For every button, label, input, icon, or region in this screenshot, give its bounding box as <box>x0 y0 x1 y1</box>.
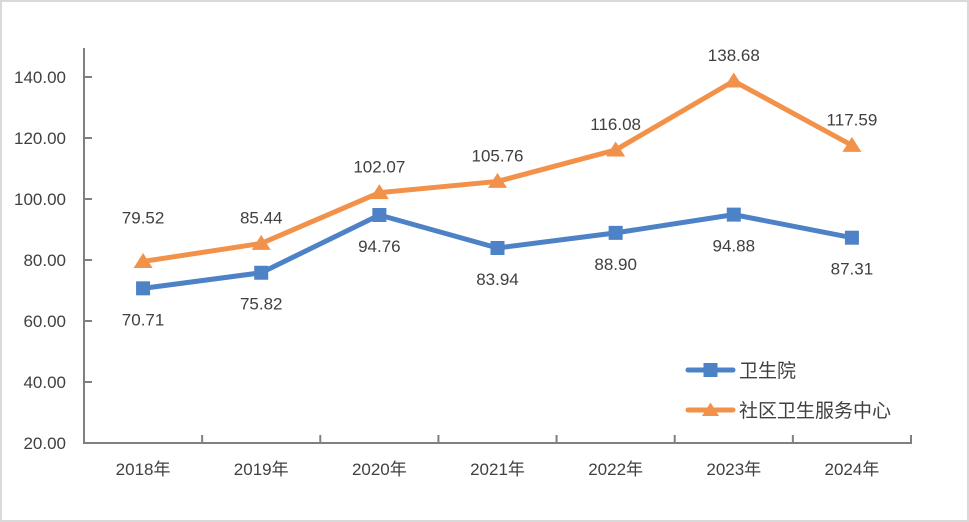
y-axis-tick-label: 100.00 <box>14 190 66 209</box>
series-1-marker <box>842 136 862 152</box>
legend-key-marker <box>702 402 719 416</box>
series-0-marker <box>726 207 741 222</box>
series-1-data-label: 85.44 <box>240 208 283 227</box>
y-axis-tick-label: 80.00 <box>23 251 66 270</box>
series-1-marker <box>251 234 271 250</box>
y-axis-tick-label: 120.00 <box>14 129 66 148</box>
series-1-data-label: 105.76 <box>472 146 524 165</box>
series-1-data-label: 102.07 <box>353 158 405 177</box>
series-1-data-label: 138.68 <box>708 46 760 65</box>
x-axis-label: 2024年 <box>825 460 880 479</box>
series-0-data-label: 70.71 <box>122 310 165 329</box>
series-1-marker <box>606 141 626 157</box>
series-0-marker <box>608 225 623 240</box>
y-axis-tick-label: 40.00 <box>23 373 66 392</box>
series-0-data-label: 75.82 <box>240 295 283 314</box>
x-axis-label: 2020年 <box>352 460 407 479</box>
series-1-data-label: 79.52 <box>122 208 165 227</box>
legend-item-label: 社区卫生服务中心 <box>739 400 891 422</box>
x-axis-label: 2019年 <box>234 460 289 479</box>
x-axis-label: 2022年 <box>588 460 643 479</box>
series-0-data-label: 94.88 <box>713 237 756 256</box>
series-0-data-label: 88.90 <box>594 255 637 274</box>
series-0-data-label: 83.94 <box>476 270 519 289</box>
series-1-marker <box>724 72 744 88</box>
series-1-marker <box>488 172 507 188</box>
series-0-marker <box>254 265 269 280</box>
series-1-line <box>140 78 855 264</box>
y-axis-tick-label: 60.00 <box>23 312 66 331</box>
legend-item-label: 卫生院 <box>739 360 796 382</box>
x-axis-label: 2021年 <box>470 460 525 479</box>
series-0-marker <box>844 230 859 245</box>
series-1-marker <box>369 184 389 200</box>
x-axis-label: 2018年 <box>116 460 171 479</box>
series-1-data-label: 116.08 <box>590 115 641 134</box>
series-0-marker <box>136 281 151 296</box>
legend-key-marker <box>703 363 718 377</box>
series-1-data-label: 117.59 <box>827 110 878 129</box>
series-0-marker <box>490 240 505 255</box>
series-0-data-label: 87.31 <box>831 260 874 279</box>
y-axis-tick-label: 20.00 <box>23 434 66 453</box>
y-axis-tick-label: 140.00 <box>14 68 66 87</box>
series-0-marker <box>372 207 387 222</box>
series-0-data-label: 94.76 <box>358 237 401 256</box>
series-1-marker <box>133 252 153 268</box>
x-axis-label: 2023年 <box>706 460 761 479</box>
